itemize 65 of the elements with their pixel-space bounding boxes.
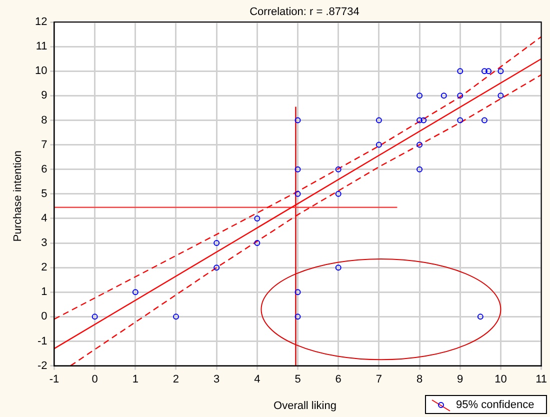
point <box>294 166 301 172</box>
point <box>481 117 488 124</box>
y-tick-label: 4 <box>41 212 48 224</box>
x-tick-label: 6 <box>335 373 342 386</box>
x-tick-label: 10 <box>494 373 507 386</box>
y-tick-label: 12 <box>34 16 48 28</box>
point <box>92 314 98 320</box>
point <box>481 68 488 74</box>
y-tick-label: 2 <box>41 262 48 274</box>
point <box>457 92 464 99</box>
point <box>294 314 301 320</box>
x-tick-label: 1 <box>132 373 138 386</box>
point <box>457 68 464 74</box>
point <box>294 190 301 197</box>
point <box>416 117 423 124</box>
y-tick-label: 3 <box>41 237 48 250</box>
point <box>498 68 504 74</box>
y-tick-label: 6 <box>41 163 48 176</box>
point <box>214 264 220 271</box>
point <box>498 92 504 99</box>
point <box>376 117 382 124</box>
y-tick-label: 10 <box>34 65 48 78</box>
point <box>254 215 260 222</box>
point <box>420 117 427 124</box>
point <box>335 166 342 172</box>
x-tick-label: 8 <box>416 373 423 386</box>
x-tick-label: 4 <box>254 373 260 386</box>
x-tick-label: 0 <box>92 373 98 386</box>
point <box>416 166 423 172</box>
x-axis-title: Overall liking <box>272 400 338 412</box>
chart-title: Correlation: r = .87734 <box>248 6 360 18</box>
point <box>416 92 423 99</box>
y-tick-label: 9 <box>41 90 48 102</box>
point <box>214 240 220 246</box>
point <box>173 314 179 320</box>
y-tick-label: 7 <box>41 138 48 151</box>
point <box>132 289 138 296</box>
legend-label: 95% confidence <box>456 398 534 410</box>
point <box>416 142 423 148</box>
y-tick-label: 11 <box>36 40 48 53</box>
y-tick-label: -1 <box>37 335 48 348</box>
point <box>477 314 484 320</box>
line-series <box>54 36 542 320</box>
point <box>376 142 382 148</box>
y-tick-label: 5 <box>41 188 48 200</box>
point <box>294 117 301 124</box>
y-tick-label: 8 <box>41 114 48 126</box>
x-tick-label: 9 <box>457 373 464 386</box>
point <box>457 117 464 124</box>
point <box>294 289 301 296</box>
point <box>254 240 260 246</box>
y-tick-label: 0 <box>41 310 48 323</box>
x-tick-label: 7 <box>376 373 382 386</box>
point <box>335 264 342 271</box>
x-tick-label: 5 <box>294 373 301 386</box>
x-tick-label: 11 <box>536 373 547 386</box>
x-tick-label: -1 <box>49 373 60 386</box>
point <box>335 190 342 197</box>
y-tick-label: -2 <box>37 360 48 372</box>
x-tick-label: 3 <box>214 373 220 386</box>
point <box>440 92 447 99</box>
y-axis-title: Purchase intention <box>12 149 24 244</box>
y-tick-label: 1 <box>41 286 48 298</box>
x-tick-label: 2 <box>172 373 180 386</box>
point <box>486 68 492 74</box>
